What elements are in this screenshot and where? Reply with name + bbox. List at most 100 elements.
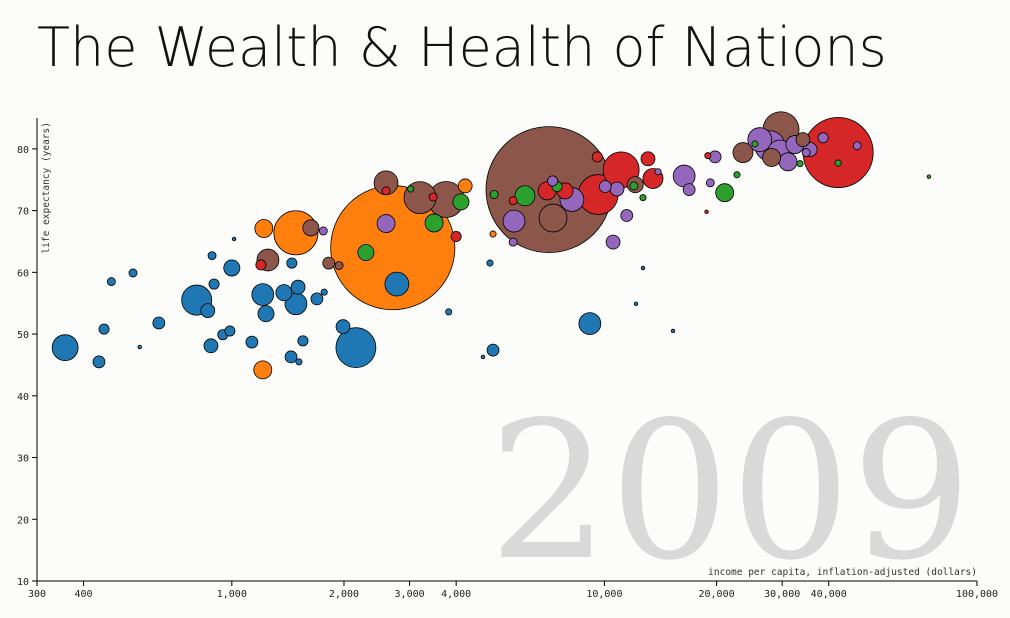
bubble [92, 355, 106, 369]
bubble [335, 327, 377, 369]
bubble [732, 142, 754, 163]
bubble [733, 171, 741, 179]
x-tick-label: 20,000 [699, 589, 735, 600]
bubble [257, 305, 275, 323]
bubble [640, 151, 656, 167]
bubble [223, 259, 241, 277]
bubble [224, 325, 236, 337]
bubble [682, 183, 696, 196]
bubble [817, 132, 829, 144]
x-tick-label: 300 [28, 589, 46, 600]
bubble [538, 203, 568, 233]
bubble [605, 234, 621, 250]
chart-title: The Wealth & Health of Nations [37, 16, 887, 79]
bubble [384, 271, 410, 297]
bubble [795, 132, 811, 147]
bubble [578, 312, 602, 335]
bubble [452, 193, 470, 211]
bubble [751, 140, 759, 148]
y-tick-label: 40 [17, 392, 29, 403]
year-label: 2009 [488, 381, 972, 602]
bubble [297, 335, 309, 347]
bubble [51, 334, 79, 362]
bubble [320, 288, 328, 296]
bubble [445, 308, 453, 316]
bubble [357, 244, 375, 262]
y-axis-label: life expectancy (years) [41, 122, 52, 254]
y-tick-label: 10 [17, 577, 29, 588]
bubble [547, 175, 559, 187]
bubble [489, 190, 499, 199]
y-tick-label: 30 [17, 454, 29, 465]
bubble [704, 209, 709, 215]
x-tick-label: 100,000 [956, 589, 998, 600]
bubbles [51, 111, 932, 380]
y-tick-label: 60 [17, 268, 29, 279]
bubble [672, 164, 696, 188]
bubble [670, 328, 676, 334]
bubble [334, 261, 344, 270]
x-tick-label: 1,000 [217, 589, 247, 600]
bubble [502, 209, 526, 233]
bubble [796, 160, 804, 168]
bubble [253, 360, 273, 380]
bubble [591, 151, 603, 163]
bubble [508, 196, 518, 206]
x-axis-label: income per capita, inflation-adjusted (d… [708, 567, 977, 578]
bubble [152, 316, 166, 330]
bubble [208, 278, 220, 290]
bubble [778, 152, 798, 172]
bubble [486, 343, 500, 357]
bubble [620, 209, 634, 222]
y-tick-label: 80 [17, 145, 29, 156]
bubble [200, 303, 216, 318]
bubble [207, 251, 217, 261]
x-tick-label: 3,000 [395, 589, 425, 600]
bubble [926, 174, 932, 179]
bubble [106, 277, 116, 287]
bubble [834, 159, 842, 167]
bubble [231, 236, 237, 242]
bubble [284, 350, 298, 364]
bubble [489, 230, 497, 238]
bubble [128, 268, 138, 278]
bubble [762, 148, 781, 167]
bubble [639, 194, 647, 202]
bubble [480, 354, 486, 360]
bubble [98, 323, 110, 335]
bubble [251, 283, 275, 306]
bubble [407, 185, 415, 193]
bubble [633, 301, 639, 307]
bubble [514, 185, 536, 207]
bubble [245, 335, 259, 349]
y-tick-label: 20 [17, 515, 29, 526]
bubble [640, 265, 646, 271]
bubble [295, 358, 303, 366]
bubble [457, 178, 473, 194]
bubble [424, 213, 444, 233]
bubble [705, 178, 715, 188]
bubble [302, 219, 320, 237]
x-tick-label: 400 [75, 589, 93, 600]
x-tick-label: 40,000 [811, 589, 847, 600]
bubble [255, 259, 267, 271]
bubble [137, 344, 142, 350]
bubble [275, 284, 293, 302]
bubble [286, 257, 298, 269]
bubble [852, 141, 862, 151]
bubble [203, 338, 219, 354]
x-tick-label: 30,000 [764, 589, 800, 600]
bubble [322, 256, 336, 270]
y-tick-label: 70 [17, 207, 29, 218]
bubble [801, 148, 811, 157]
bubble [318, 226, 328, 236]
bubble [629, 181, 639, 191]
bubble [310, 292, 324, 306]
bubble [450, 231, 462, 243]
bubble [598, 180, 612, 193]
bubble [428, 192, 438, 202]
bubble [290, 279, 306, 295]
x-tick-label: 10,000 [586, 589, 622, 600]
